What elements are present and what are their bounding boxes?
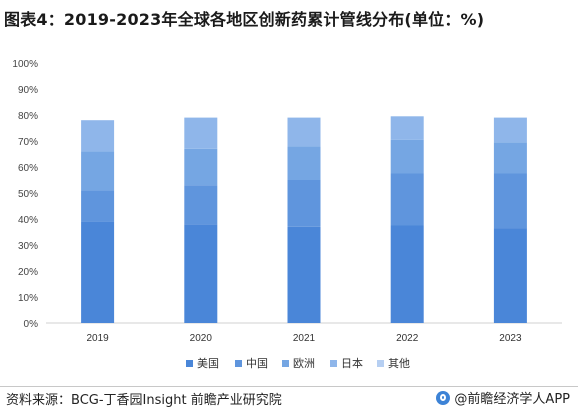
- bar-segment: [390, 173, 424, 226]
- bar-segment: [81, 190, 115, 222]
- x-tick-label: 2020: [190, 333, 213, 344]
- y-tick-label: 100%: [12, 59, 38, 70]
- bar-segment: [390, 116, 424, 140]
- bar-segment: [81, 221, 115, 323]
- bar-segment: [493, 173, 527, 229]
- y-tick-label: 10%: [18, 293, 38, 304]
- legend-swatch: [235, 360, 242, 367]
- bar-segment: [390, 139, 424, 174]
- brand-logo-icon: [436, 390, 451, 405]
- y-tick-label: 60%: [18, 163, 38, 174]
- brand-text: @前瞻经济学人APP: [454, 392, 570, 407]
- legend-label: 日本: [341, 356, 363, 370]
- source-note: 资料来源：BCG-丁香园Insight 前瞻产业研究院: [6, 393, 282, 408]
- bar-segment: [287, 117, 321, 147]
- legend-label: 其他: [388, 357, 410, 370]
- legend-label: 中国: [246, 357, 268, 370]
- bar-segment: [287, 180, 321, 227]
- y-tick-label: 0%: [24, 319, 39, 330]
- bar-segment: [493, 228, 527, 323]
- bar-segment: [287, 226, 321, 323]
- stacked-bar-chart: 0%10%20%30%40%50%60%70%80%90%100% 2019 20…: [12, 59, 562, 370]
- x-tick-label: 2019: [86, 333, 109, 344]
- bar-segment: [493, 142, 527, 174]
- bar-segment: [390, 225, 424, 323]
- bar-segment: [287, 146, 321, 180]
- chart-title: 图表4：2019-2023年全球各地区创新药累计管线分布(单位：%): [4, 10, 485, 29]
- x-axis-labels: 2019 2020 2021 2022 2023: [86, 333, 521, 344]
- bar-segment: [184, 224, 218, 323]
- legend: 美国 中国 欧洲 日本 其他: [186, 356, 410, 370]
- x-tick-label: 2021: [293, 333, 316, 344]
- bar-segment: [184, 185, 218, 225]
- footer-divider: [0, 386, 578, 387]
- legend-label: 美国: [197, 357, 219, 370]
- legend-swatch: [330, 360, 337, 367]
- y-axis: 0% 10% 20% 30% 40% 50% 60% 70% 80% 90% 100%: [12, 59, 38, 330]
- legend-swatch: [282, 360, 289, 367]
- x-tick-label: 2022: [396, 333, 419, 344]
- y-tick-label: 70%: [18, 137, 38, 148]
- brand-label: @前瞻经济学人APP: [436, 388, 570, 407]
- y-tick-label: 40%: [18, 215, 38, 226]
- bar-segment: [81, 151, 115, 191]
- y-tick-label: 30%: [18, 241, 38, 252]
- y-tick-label: 90%: [18, 85, 38, 96]
- legend-swatch: [186, 360, 193, 367]
- legend-label: 欧洲: [293, 357, 315, 370]
- legend-swatch: [377, 360, 384, 367]
- y-tick-label: 20%: [18, 267, 38, 278]
- bar-segment: [493, 117, 527, 143]
- bar-segment: [184, 148, 218, 186]
- y-tick-label: 50%: [18, 189, 38, 200]
- y-tick-label: 80%: [18, 111, 38, 122]
- bar-segment: [81, 120, 115, 152]
- x-tick-label: 2023: [499, 333, 522, 344]
- bars: [81, 116, 527, 323]
- bar-segment: [184, 117, 218, 149]
